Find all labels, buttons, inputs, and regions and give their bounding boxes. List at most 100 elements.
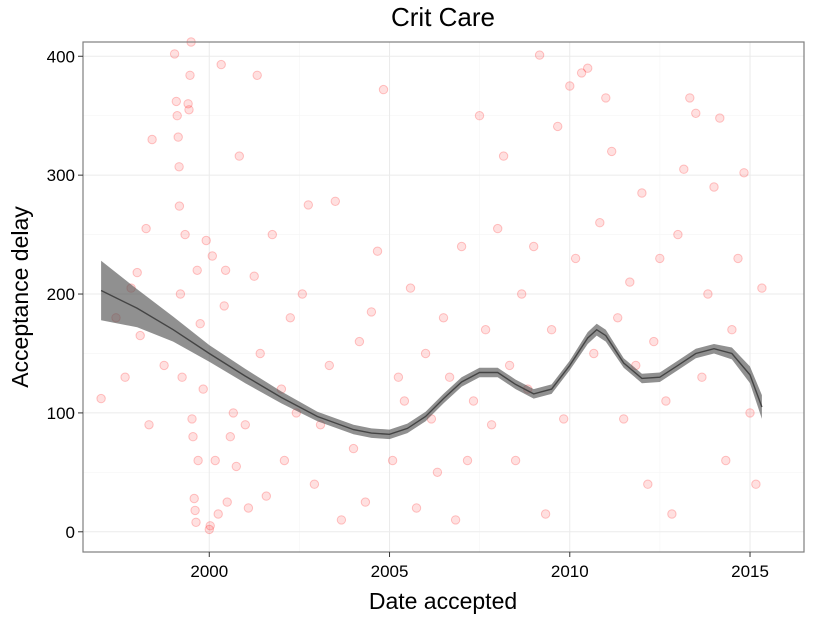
x-tick-label: 2005 <box>371 562 409 581</box>
data-point <box>399 396 410 406</box>
y-tick-label: 300 <box>47 166 75 185</box>
data-point <box>601 93 611 103</box>
y-tick-label: 100 <box>47 404 75 423</box>
data-point <box>372 246 383 256</box>
data-point <box>219 301 229 311</box>
smooth-layer <box>100 260 763 440</box>
data-point <box>201 235 211 246</box>
data-point <box>222 497 232 507</box>
data-point <box>643 479 653 489</box>
data-point <box>261 491 271 501</box>
data-point <box>360 497 371 507</box>
data-point <box>456 241 467 252</box>
data-point <box>171 96 182 107</box>
data-point <box>757 283 767 293</box>
data-point <box>234 151 245 161</box>
data-point <box>195 319 205 329</box>
data-point <box>607 146 617 157</box>
data-point <box>420 348 431 359</box>
data-point <box>553 121 563 132</box>
data-point <box>175 289 186 299</box>
data-point <box>192 265 202 275</box>
x-axis: 2000 2005 2010 2015 <box>190 552 769 581</box>
smooth-line <box>100 289 763 436</box>
data-point <box>141 223 151 234</box>
data-point <box>184 105 194 115</box>
y-axis-label: Acceptance delay <box>7 206 33 388</box>
data-point <box>324 360 334 371</box>
data-point <box>703 289 713 299</box>
data-point <box>715 113 725 123</box>
data-point <box>480 325 491 335</box>
data-point <box>309 479 320 489</box>
data-point <box>393 372 404 382</box>
data-point <box>637 188 647 198</box>
data-point <box>231 461 242 472</box>
data-point <box>249 271 259 281</box>
data-point <box>529 241 539 252</box>
data-point <box>691 108 701 119</box>
data-point <box>366 307 377 317</box>
data-point <box>589 348 599 359</box>
data-point <box>697 372 707 382</box>
data-point <box>354 336 365 347</box>
data-point <box>193 455 203 466</box>
confidence-ribbon <box>101 260 762 440</box>
data-point <box>559 414 569 424</box>
data-point <box>673 229 683 240</box>
data-point <box>225 432 236 442</box>
data-point <box>517 289 527 299</box>
data-point <box>191 517 201 527</box>
data-point <box>739 168 749 178</box>
data-point <box>96 393 106 404</box>
data-point <box>613 313 623 323</box>
data-point <box>649 336 659 347</box>
chart-title: Crit Care <box>391 2 495 32</box>
y-axis: 0 100 200 300 400 <box>47 47 83 542</box>
y-tick-label: 400 <box>47 47 75 66</box>
data-point <box>330 196 340 207</box>
panel-border <box>82 41 805 553</box>
data-point <box>297 289 307 299</box>
data-point <box>721 455 731 466</box>
data-point <box>411 503 422 513</box>
data-point <box>135 330 145 341</box>
data-point <box>667 509 677 519</box>
data-point <box>387 455 398 466</box>
data-point <box>493 223 503 234</box>
data-point <box>144 420 154 430</box>
data-point <box>180 229 190 240</box>
data-point <box>745 408 755 418</box>
data-point <box>147 134 157 145</box>
data-point <box>285 313 295 323</box>
data-point <box>177 372 187 382</box>
data-point <box>183 99 193 109</box>
data-point <box>213 509 223 519</box>
y-tick-label: 0 <box>66 523 75 542</box>
data-point <box>120 372 130 382</box>
data-point <box>733 253 743 264</box>
grid <box>83 42 804 552</box>
y-tick-label: 200 <box>47 285 75 304</box>
data-point <box>405 283 416 293</box>
data-point <box>348 443 359 454</box>
data-point <box>565 81 575 91</box>
data-point <box>228 408 239 418</box>
data-point <box>185 70 195 81</box>
data-point <box>727 325 737 335</box>
data-point <box>187 414 197 424</box>
x-tick-label: 2000 <box>190 562 228 581</box>
data-point <box>190 505 200 516</box>
data-point <box>378 84 389 95</box>
data-point <box>486 420 497 430</box>
data-point <box>595 218 605 228</box>
data-point <box>450 515 461 525</box>
x-tick-label: 2010 <box>551 562 589 581</box>
data-point <box>207 251 218 261</box>
data-point <box>709 182 719 192</box>
data-point <box>504 360 515 371</box>
data-point <box>204 524 215 535</box>
data-point <box>583 63 593 73</box>
data-point <box>619 414 629 424</box>
